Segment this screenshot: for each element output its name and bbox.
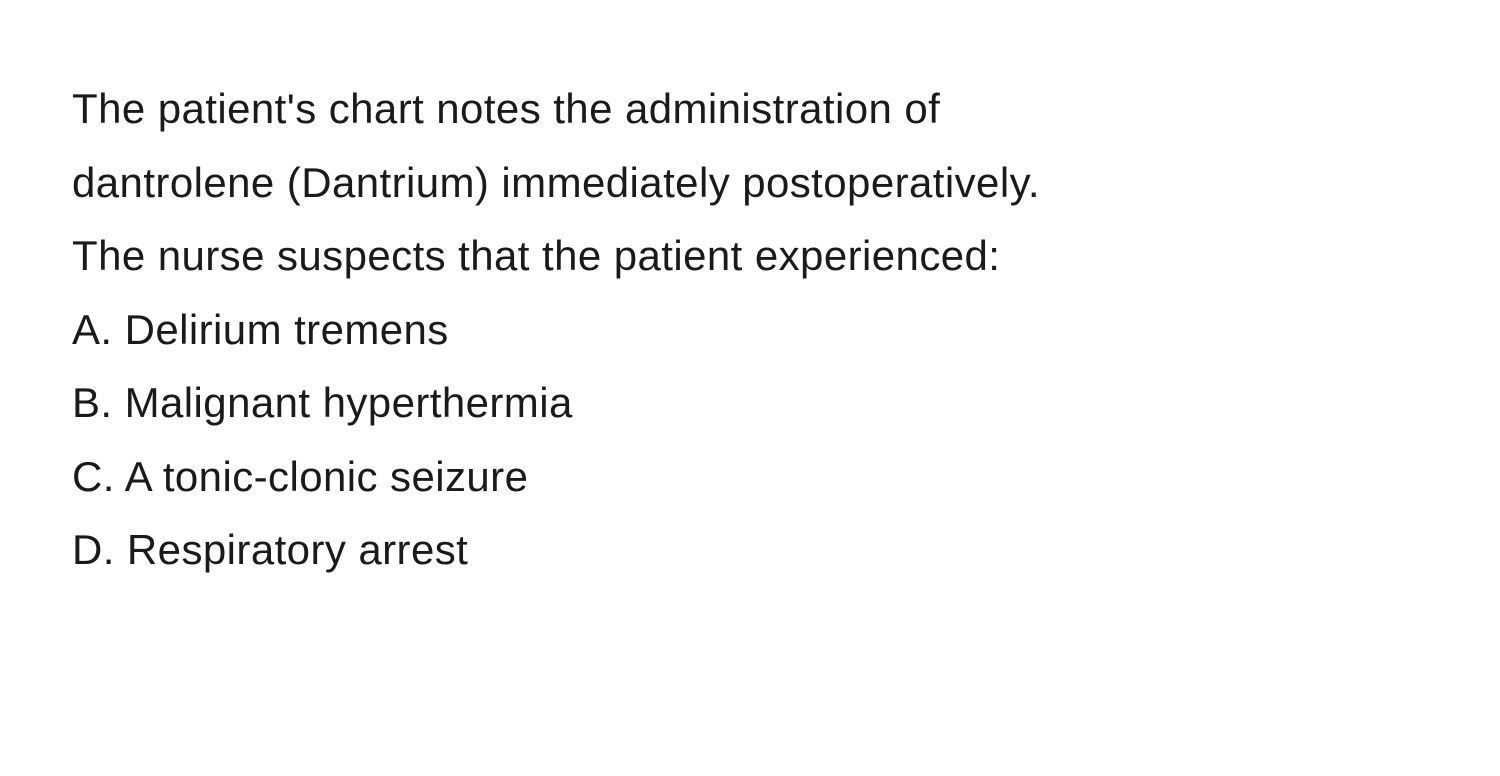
option-d: D. Respiratory arrest — [72, 513, 1428, 587]
option-a: A. Delirium tremens — [72, 293, 1428, 367]
question-container: The patient's chart notes the administra… — [0, 0, 1500, 587]
question-stem-line-1: The patient's chart notes the administra… — [72, 72, 1428, 146]
question-stem-line-2: dantrolene (Dantrium) immediately postop… — [72, 146, 1428, 220]
option-b: B. Malignant hyperthermia — [72, 366, 1428, 440]
option-c: C. A tonic-clonic seizure — [72, 440, 1428, 514]
question-stem-line-3: The nurse suspects that the patient expe… — [72, 219, 1428, 293]
